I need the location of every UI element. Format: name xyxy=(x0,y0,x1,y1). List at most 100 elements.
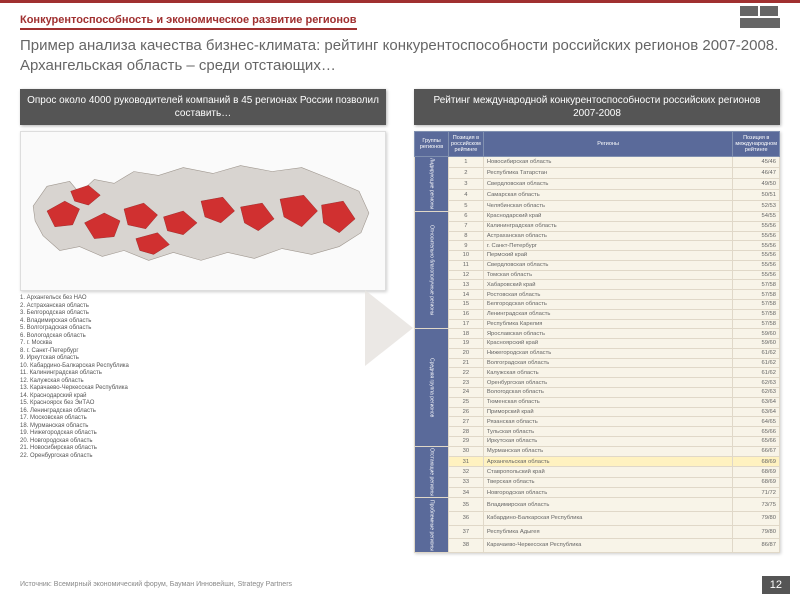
region-list-item: 14. Краснодарский край xyxy=(20,393,386,401)
table-row: 7Калининградская область55/56 xyxy=(415,221,780,231)
region-cell: Оренбургская область xyxy=(483,378,733,388)
region-cell: Мурманская область xyxy=(483,446,733,456)
rank-cell: 10 xyxy=(449,251,484,261)
score-cell: 55/56 xyxy=(733,251,780,261)
group-cell: Отстающие регионы xyxy=(415,446,449,498)
logo xyxy=(740,6,780,28)
region-cell: Пермский край xyxy=(483,251,733,261)
table-row: 10Пермский край55/56 xyxy=(415,251,780,261)
score-cell: 46/47 xyxy=(733,167,780,178)
region-list-item: 22. Оренбургская область xyxy=(20,453,386,461)
rank-cell: 21 xyxy=(449,358,484,368)
region-cell: Иркутская область xyxy=(483,436,733,446)
section-label: Конкурентоспособность и экономическое ра… xyxy=(20,14,357,30)
region-cell: Волгоградская область xyxy=(483,358,733,368)
region-cell: Республика Адыгея xyxy=(483,525,733,539)
table-row: 23Оренбургская область62/63 xyxy=(415,378,780,388)
score-cell: 55/56 xyxy=(733,231,780,241)
region-list-item: 17. Московская область xyxy=(20,415,386,423)
score-cell: 57/58 xyxy=(733,280,780,290)
score-cell: 57/58 xyxy=(733,299,780,309)
rank-cell: 2 xyxy=(449,167,484,178)
score-cell: 50/51 xyxy=(733,189,780,200)
table-row: 13Хабаровский край57/58 xyxy=(415,280,780,290)
region-cell: Свердловская область xyxy=(483,178,733,189)
table-header-cell: Регионы xyxy=(483,132,733,157)
map-svg xyxy=(21,132,385,290)
region-list-item: 10. Кабардино-Балкарская Республика xyxy=(20,363,386,371)
table-row: 12Томская область55/56 xyxy=(415,270,780,280)
score-cell: 54/55 xyxy=(733,211,780,221)
region-list-item: 12. Калужская область xyxy=(20,378,386,386)
region-cell: Ленинградская область xyxy=(483,309,733,319)
right-panel-header: Рейтинг международной конкурентоспособно… xyxy=(414,89,780,125)
rank-cell: 8 xyxy=(449,231,484,241)
table-header-cell: Группы регионов xyxy=(415,132,449,157)
region-cell: Красноярский край xyxy=(483,339,733,349)
score-cell: 68/69 xyxy=(733,457,780,467)
region-cell: Белгородская область xyxy=(483,299,733,309)
region-cell: Калининградская область xyxy=(483,221,733,231)
region-cell: Рязанская область xyxy=(483,417,733,427)
score-cell: 79/80 xyxy=(733,525,780,539)
table-row: 22Калужская область61/62 xyxy=(415,368,780,378)
rank-cell: 7 xyxy=(449,221,484,231)
region-cell: Свердловская область xyxy=(483,260,733,270)
region-cell: Челябинская область xyxy=(483,200,733,211)
score-cell: 68/69 xyxy=(733,467,780,477)
score-cell: 61/62 xyxy=(733,358,780,368)
table-row: 27Рязанская область64/65 xyxy=(415,417,780,427)
rank-cell: 20 xyxy=(449,348,484,358)
score-cell: 59/60 xyxy=(733,339,780,349)
table-row: 2Республика Татарстан46/47 xyxy=(415,167,780,178)
region-cell: Карачаево-Черкесская Республика xyxy=(483,539,733,553)
region-cell: Ростовская область xyxy=(483,290,733,300)
rank-cell: 16 xyxy=(449,309,484,319)
score-cell: 55/56 xyxy=(733,260,780,270)
region-list: 1. Архангельск без НАО2. Астраханская об… xyxy=(20,295,386,460)
region-cell: Хабаровский край xyxy=(483,280,733,290)
score-cell: 66/67 xyxy=(733,446,780,456)
left-panel: Опрос около 4000 руководителей компаний … xyxy=(20,89,386,553)
rank-cell: 11 xyxy=(449,260,484,270)
score-cell: 45/46 xyxy=(733,157,780,168)
table-row: 17Республика Карелия57/58 xyxy=(415,319,780,329)
rank-cell: 12 xyxy=(449,270,484,280)
region-cell: г. Санкт-Петербург xyxy=(483,241,733,251)
rank-cell: 3 xyxy=(449,178,484,189)
score-cell: 63/64 xyxy=(733,397,780,407)
score-cell: 55/56 xyxy=(733,221,780,231)
table-row: 29Иркутская область65/66 xyxy=(415,436,780,446)
score-cell: 57/58 xyxy=(733,290,780,300)
rank-cell: 38 xyxy=(449,539,484,553)
score-cell: 79/80 xyxy=(733,511,780,525)
rank-cell: 32 xyxy=(449,467,484,477)
table-row: 15Белгородская область57/58 xyxy=(415,299,780,309)
table-row: 34Новгородская область71/72 xyxy=(415,487,780,497)
region-cell: Архангельская область xyxy=(483,457,733,467)
table-row: Относительно благополучные регионы6Красн… xyxy=(415,211,780,221)
rank-cell: 23 xyxy=(449,378,484,388)
rank-cell: 19 xyxy=(449,339,484,349)
right-panel: Рейтинг международной конкурентоспособно… xyxy=(414,89,780,553)
score-cell: 64/65 xyxy=(733,417,780,427)
region-list-item: 3. Белгородская область xyxy=(20,310,386,318)
rank-cell: 22 xyxy=(449,368,484,378)
rank-cell: 27 xyxy=(449,417,484,427)
table-row: 25Тюменская область63/64 xyxy=(415,397,780,407)
score-cell: 59/60 xyxy=(733,329,780,339)
arrow-icon xyxy=(365,290,425,370)
score-cell: 63/64 xyxy=(733,407,780,417)
rank-cell: 15 xyxy=(449,299,484,309)
score-cell: 65/66 xyxy=(733,427,780,437)
rank-cell: 37 xyxy=(449,525,484,539)
table-row: 31Архангельская область68/69 xyxy=(415,457,780,467)
table-row: 32Ставропольский край68/69 xyxy=(415,467,780,477)
table-header-cell: Позиция в международном рейтинге xyxy=(733,132,780,157)
region-cell: Новгородская область xyxy=(483,487,733,497)
region-cell: Тверская область xyxy=(483,477,733,487)
rank-cell: 30 xyxy=(449,446,484,456)
region-list-item: 19. Нижегородская область xyxy=(20,430,386,438)
region-list-item: 18. Мурманская область xyxy=(20,423,386,431)
region-cell: Томская область xyxy=(483,270,733,280)
